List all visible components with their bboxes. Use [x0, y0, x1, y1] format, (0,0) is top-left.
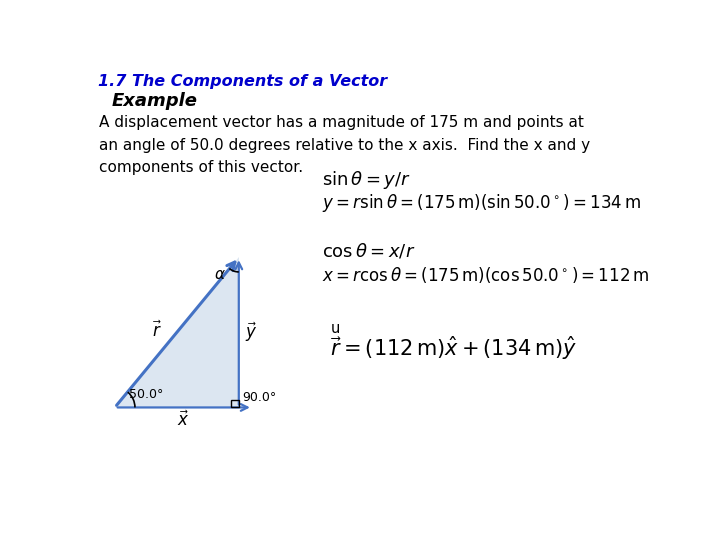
- Text: 1.7 The Components of a Vector: 1.7 The Components of a Vector: [98, 74, 387, 89]
- Text: $\sin\theta = y/r$: $\sin\theta = y/r$: [323, 168, 411, 191]
- Text: $x = r\cos\theta = (175\,\mathrm{m})(\cos 50.0^\circ) = 112\,\mathrm{m}$: $x = r\cos\theta = (175\,\mathrm{m})(\co…: [323, 265, 649, 285]
- Text: A displacement vector has a magnitude of 175 m and points at
an angle of 50.0 de: A displacement vector has a magnitude of…: [99, 115, 590, 176]
- Text: 90.0°: 90.0°: [242, 390, 276, 403]
- Text: $\overset{\mathrm{u}}{\vec{r}} = (112\,\mathrm{m})\hat{x} + (134\,\mathrm{m})\ha: $\overset{\mathrm{u}}{\vec{r}} = (112\,\…: [330, 323, 577, 363]
- Text: $\vec{r}$: $\vec{r}$: [152, 321, 162, 341]
- Text: $\vec{y}$: $\vec{y}$: [245, 321, 258, 344]
- Text: Example: Example: [112, 92, 198, 110]
- Polygon shape: [114, 257, 239, 408]
- Text: $\cos\theta = x/r$: $\cos\theta = x/r$: [323, 242, 416, 261]
- Text: $\vec{x}$: $\vec{x}$: [177, 411, 189, 430]
- Text: 50.0°: 50.0°: [129, 388, 163, 401]
- Text: $\alpha$: $\alpha$: [214, 267, 225, 282]
- Text: $y = r\sin\theta = (175\,\mathrm{m})(\sin 50.0^\circ) = 134\,\mathrm{m}$: $y = r\sin\theta = (175\,\mathrm{m})(\si…: [323, 192, 642, 214]
